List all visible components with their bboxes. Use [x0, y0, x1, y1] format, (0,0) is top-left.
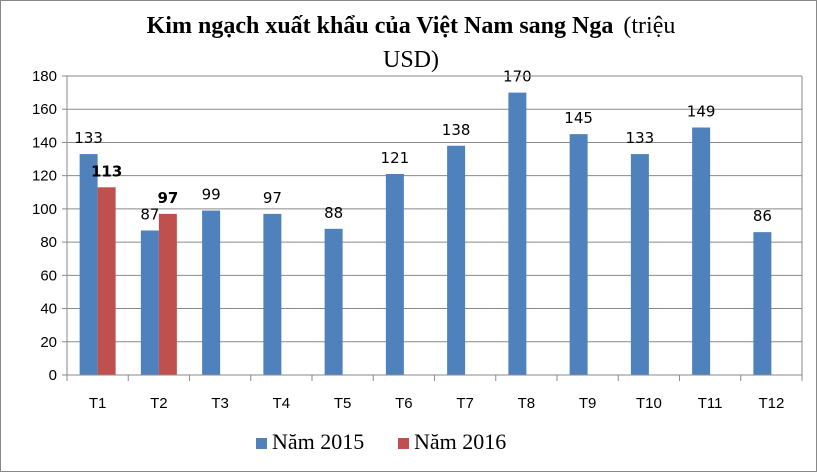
bar-series1-T2 — [140, 230, 159, 375]
bar-series1-T4 — [263, 213, 282, 375]
data-label: 138 — [442, 121, 471, 139]
bar-series1-T12 — [753, 232, 772, 375]
x-tick-label: T2 — [150, 395, 168, 412]
x-tick-label: T9 — [579, 395, 597, 412]
data-label: 97 — [157, 189, 178, 207]
x-tick-label: T11 — [698, 395, 723, 412]
bar-series1-T8 — [508, 92, 527, 375]
bar-series1-T10 — [630, 154, 649, 375]
x-tick-label: T1 — [89, 395, 107, 412]
legend-label: Năm 2016 — [414, 429, 506, 454]
x-tick-label: T7 — [456, 395, 474, 412]
data-label: 133 — [74, 129, 103, 147]
chart-title: Kim ngạch xuất khẩu của Việt Nam sang Ng… — [147, 13, 676, 73]
data-label: 88 — [324, 204, 343, 222]
bar-series1-T7 — [447, 145, 466, 375]
y-tick-label: 20 — [40, 334, 57, 351]
bar-series1-T5 — [324, 228, 343, 375]
y-tick-label: 40 — [40, 301, 57, 318]
data-label: 149 — [687, 102, 716, 120]
data-label: 99 — [202, 186, 221, 204]
bar-series1-T3 — [202, 210, 221, 375]
data-label: 113 — [91, 162, 122, 180]
chart-title-normal: (triệu — [623, 13, 675, 39]
x-tick-label: T12 — [758, 395, 784, 412]
legend-swatch — [398, 438, 409, 449]
y-tick-label: 120 — [32, 168, 57, 185]
data-label: 121 — [381, 149, 410, 167]
y-tick-label: 60 — [40, 267, 57, 284]
y-tick-label: 80 — [40, 234, 57, 251]
bar-series1-T11 — [692, 127, 711, 375]
chart-title-line2: USD) — [383, 47, 439, 73]
bar-series1-T9 — [569, 134, 588, 375]
bar-series1-T1 — [79, 154, 98, 375]
svg-text:Kim ngạch xuất khẩu của Việt N: Kim ngạch xuất khẩu của Việt Nam sang Ng… — [147, 13, 676, 39]
y-tick-label: 140 — [32, 134, 57, 151]
x-tick-label: T6 — [395, 395, 413, 412]
data-label: 87 — [140, 205, 159, 223]
x-tick-label: T5 — [334, 395, 352, 412]
y-tick-label: 180 — [32, 68, 57, 85]
bar-series2-T2 — [158, 213, 177, 375]
x-tick-label: T8 — [518, 395, 536, 412]
chart-title-bold: Kim ngạch xuất khẩu của Việt Nam sang Ng… — [147, 13, 614, 39]
axes: 0 20 40 60 80 100 120 140 160 180 T1 T2 T3 T4 T5 T6 T7 T8… — [32, 68, 803, 412]
y-tick-label: 160 — [32, 101, 57, 118]
legend-label: Năm 2015 — [272, 429, 364, 454]
bars — [79, 92, 772, 375]
data-label: 97 — [263, 189, 282, 207]
bar-series1-T6 — [385, 174, 404, 375]
data-label: 133 — [626, 129, 655, 147]
bar-series2-T1 — [97, 187, 116, 375]
x-tick-label: T10 — [636, 395, 662, 412]
x-tick-label: T3 — [211, 395, 229, 412]
x-tick-label: T4 — [273, 395, 291, 412]
y-tick-label: 0 — [49, 367, 57, 384]
data-label: 170 — [503, 68, 532, 86]
data-label: 86 — [753, 207, 772, 225]
y-tick-label: 100 — [32, 201, 57, 218]
data-labels: 133 87 99 97 88 121 138 170 145 133 149 86 113 97 — [74, 68, 772, 226]
legend-swatch — [256, 438, 267, 449]
legend: Năm 2015 Năm 2016 — [256, 429, 506, 454]
data-label: 145 — [564, 109, 593, 127]
